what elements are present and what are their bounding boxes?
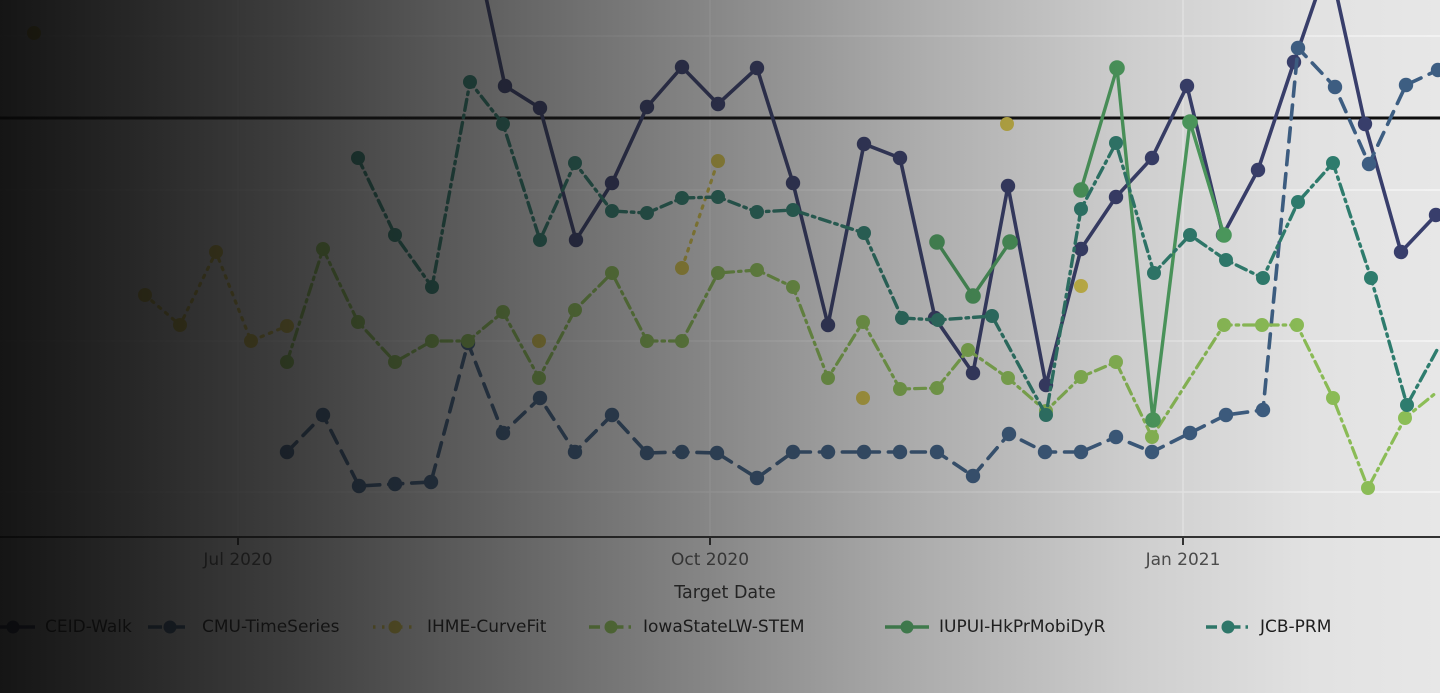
legend-label: CMU-TimeSeries (202, 617, 340, 637)
legend-item-CEID-Walk[interactable]: CEID-Walk (0, 616, 132, 638)
legend-label: IowaStateLW-STEM (643, 617, 805, 637)
legend-item-IowaStateLW-STEM[interactable]: IowaStateLW-STEM (588, 616, 804, 638)
ceid-walk-legend-marker-icon (0, 620, 35, 634)
legend-label: JCB-PRM (1260, 617, 1332, 637)
cmu-timeseries-legend-marker-icon (148, 620, 192, 634)
legend-item-JCB-PRM[interactable]: JCB-PRM (1205, 616, 1331, 638)
legend-item-IUPUI-HkPrMobiDyR[interactable]: IUPUI-HkPrMobiDyR (884, 616, 1105, 638)
x-axis-title: Target Date (674, 583, 776, 603)
legend-label: IHME-CurveFit (427, 617, 547, 637)
iowastatelw-stem-legend-marker-icon (589, 620, 633, 634)
jcb-prm-legend-marker-icon (1206, 620, 1250, 634)
legend-label: IUPUI-HkPrMobiDyR (939, 617, 1106, 637)
iupui-hkprmobidyr-legend-marker-icon (885, 620, 929, 634)
legend-item-CMU-TimeSeries[interactable]: CMU-TimeSeries (147, 616, 339, 638)
legend-item-IHME-CurveFit[interactable]: IHME-CurveFit (372, 616, 546, 638)
x-tick-label: Jul 2020 (203, 550, 273, 570)
x-tick-label: Oct 2020 (670, 550, 750, 570)
series-IHME-CurveFit[interactable] (27, 26, 1088, 405)
series-CMU-TimeSeries[interactable] (279, 40, 1440, 494)
legend-label: CEID-Walk (45, 617, 132, 637)
ihme-curvefit-legend-marker-icon (373, 620, 417, 634)
x-tick-label: Jan 2021 (1145, 550, 1221, 570)
